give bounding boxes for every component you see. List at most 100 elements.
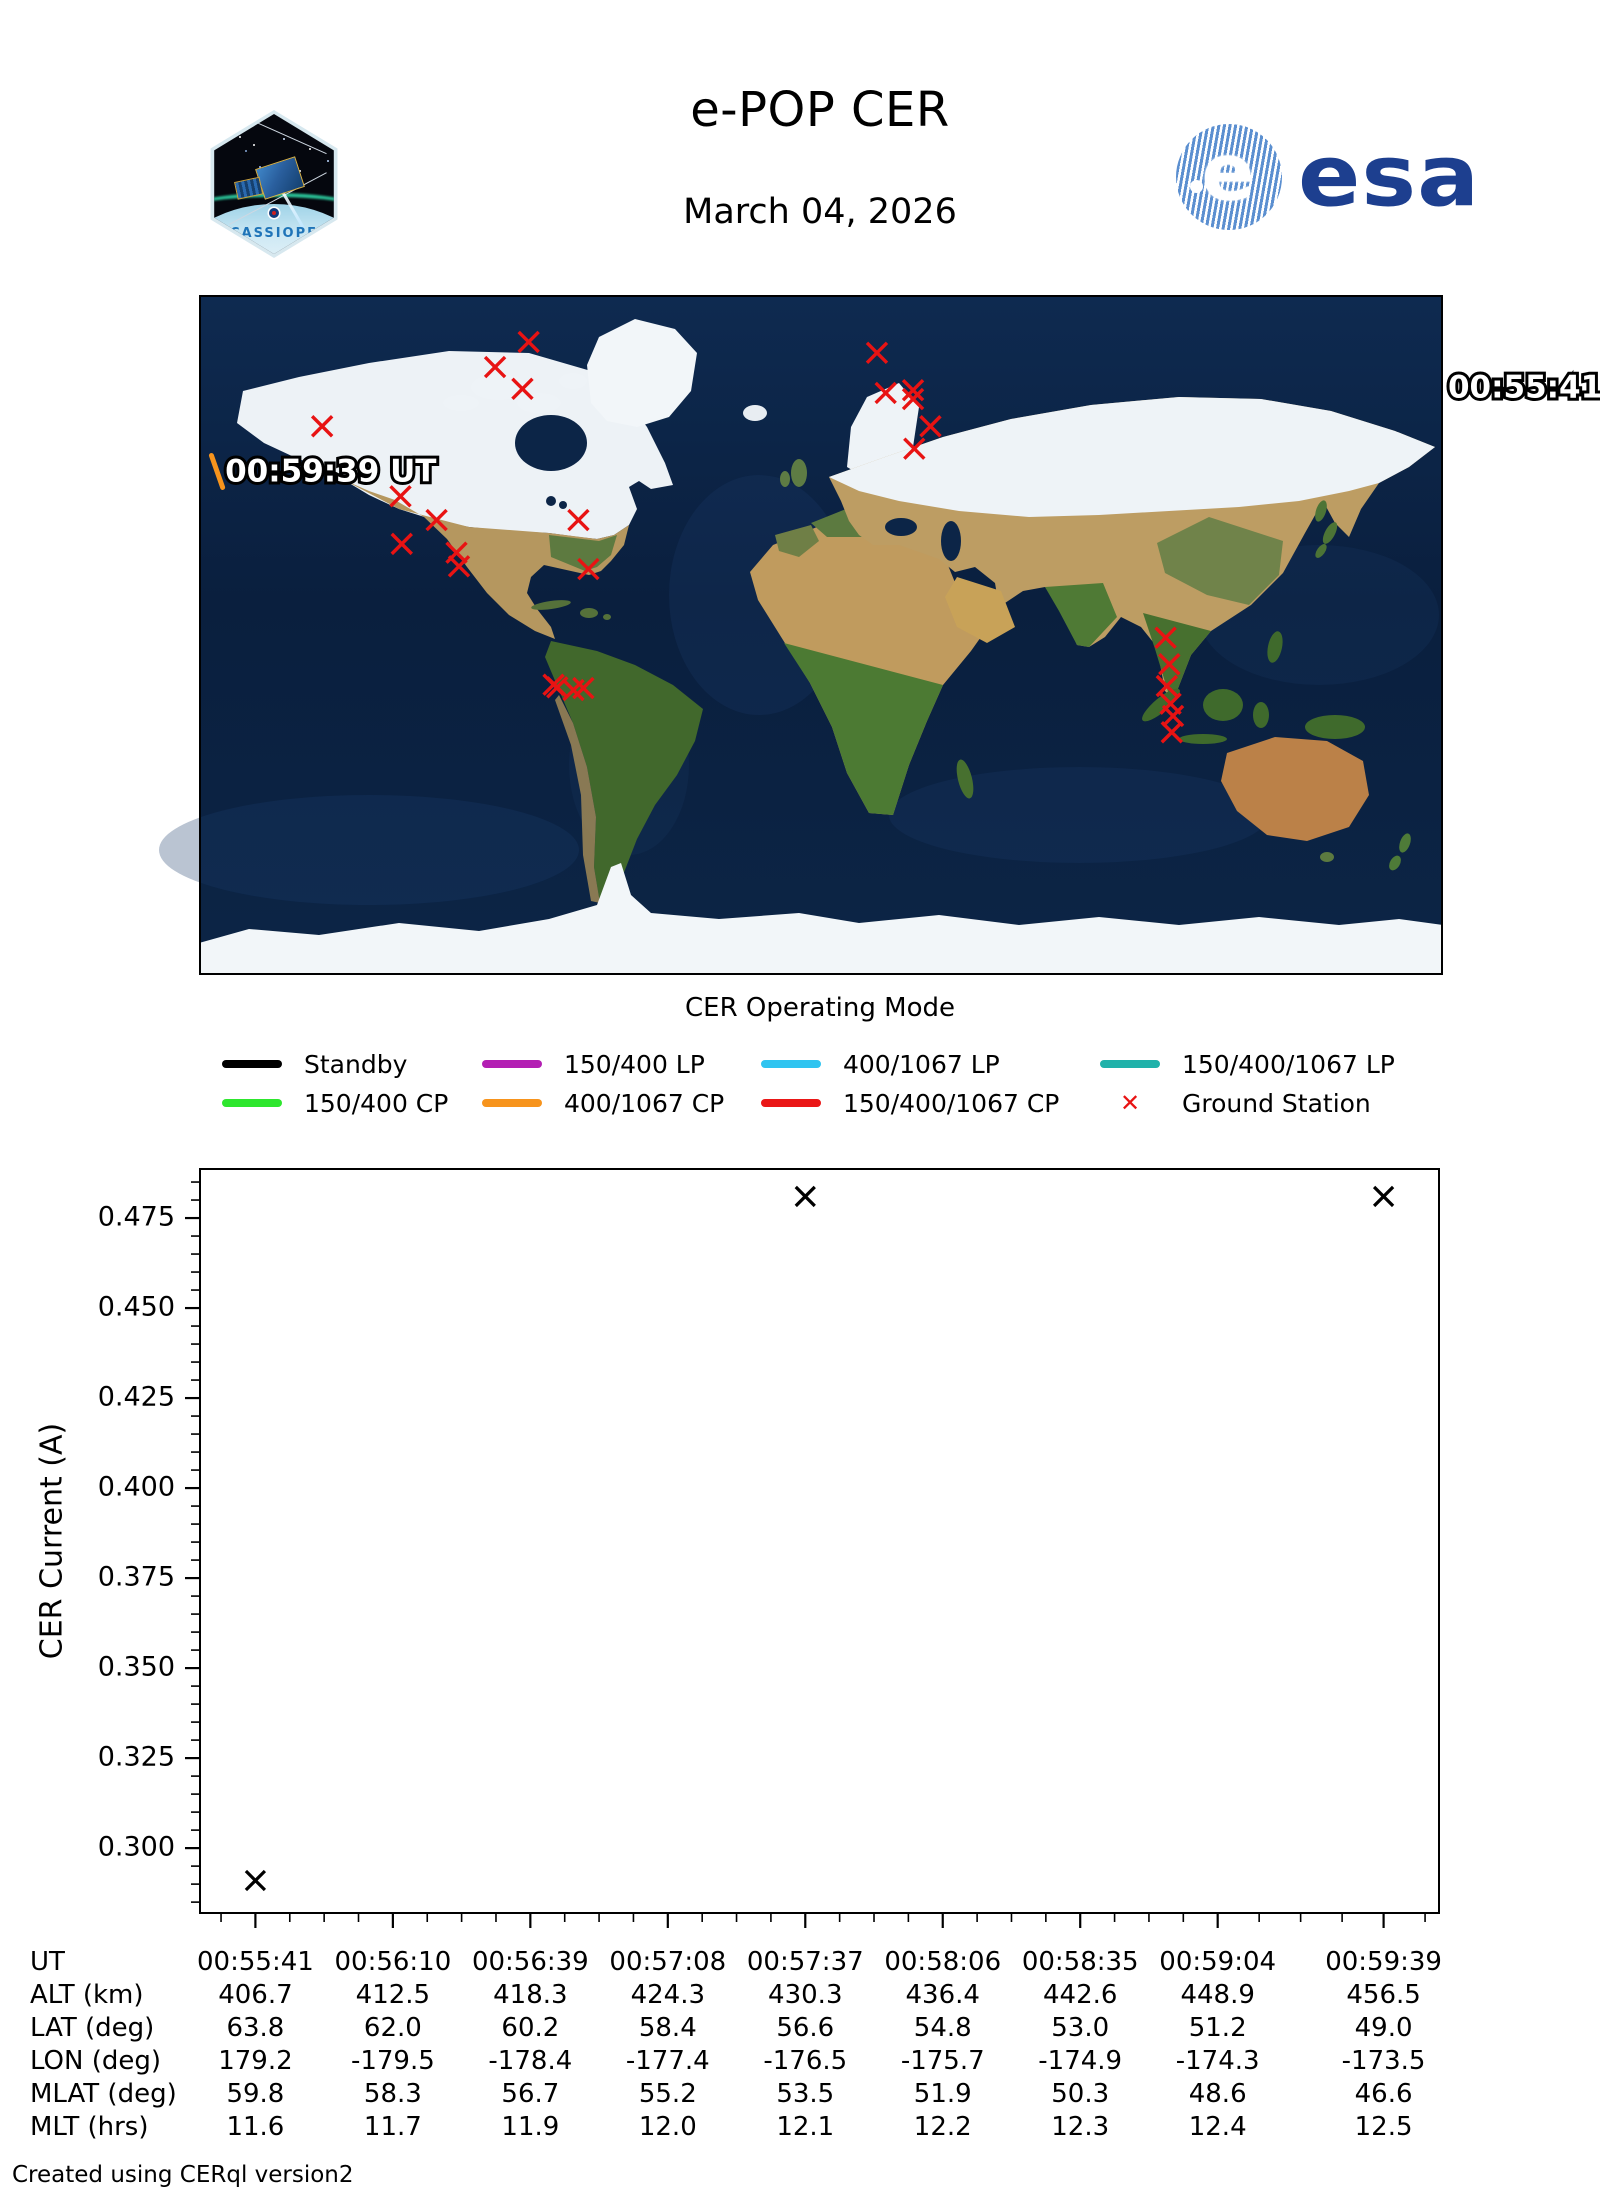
legend-line-swatch: [761, 1060, 821, 1068]
satellite-antenna: [231, 114, 327, 155]
plot-canvas: 0.300 0.325 0.350 0.375 0.400 0.425 0.450 0.475: [98, 1168, 1440, 1928]
table-cell: 12.2: [913, 2112, 972, 2142]
world-map: 00:59:39 UT 00:55:41 UT: [159, 295, 1600, 975]
ground-station-x-icon: [425, 508, 448, 532]
table-cell: 00:57:08: [609, 1947, 727, 1977]
new-zealand: [1389, 833, 1411, 871]
legend-item-label: Ground Station: [1182, 1088, 1371, 1118]
map-border: [199, 295, 1443, 975]
footer-credit: Created using CERql version2: [12, 2162, 354, 2188]
table-cell: 11.6: [226, 2112, 285, 2142]
usa-mexico: [344, 480, 629, 639]
cer-current-point: [244, 1869, 267, 1892]
ground-station-x-icon: [901, 378, 925, 402]
antarctica: [199, 863, 1443, 975]
table-cell: 55.2: [638, 2079, 697, 2109]
legend-line-swatch: [482, 1060, 542, 1068]
table-cell: -175.7: [900, 2046, 985, 2076]
table-cell: 46.6: [1354, 2079, 1413, 2109]
ground-station-x-icon: [447, 555, 471, 578]
ground-station-x-icon: [903, 437, 926, 460]
table-cell: 56.7: [501, 2079, 560, 2109]
table-cell: 12.4: [1188, 2112, 1247, 2142]
table-cell: 12.1: [776, 2112, 835, 2142]
ground-station-x-icon: [919, 415, 942, 438]
table-cell: 54.8: [913, 2013, 972, 2043]
table-cell: 51.2: [1188, 2013, 1247, 2043]
table-cell: 00:59:04: [1159, 1947, 1277, 1977]
esa-logo: e esa: [1176, 124, 1480, 230]
ground-station-x-icon: [1160, 721, 1184, 744]
australia: [1221, 737, 1369, 841]
table-cell: 11.7: [363, 2112, 422, 2142]
table-cell: 00:57:37: [746, 1947, 864, 1977]
world-map-panel: 00:59:39 UT 00:55:41 UT: [159, 295, 1600, 975]
table-cell: -176.5: [763, 2046, 848, 2076]
y-tick-label: 0.375: [98, 1562, 175, 1593]
table-cell: 11.9: [501, 2112, 560, 2142]
india: [1045, 583, 1117, 647]
table-cell: 424.3: [630, 1980, 706, 2010]
legend-title: CER Operating Mode: [684, 993, 955, 1023]
esa-wordmark: esa: [1298, 126, 1481, 226]
y-tick-label: 0.300: [98, 1832, 175, 1863]
patch-border: CASSIOPE: [210, 110, 338, 258]
table-cell: 00:58:35: [1021, 1947, 1139, 1977]
continents: [199, 319, 1443, 975]
legend-item-label: 400/1067 CP: [564, 1088, 725, 1118]
table-cell: -174.9: [1038, 2046, 1123, 2076]
legend-item-label: 400/1067 LP: [843, 1049, 1000, 1079]
table-cell: 179.2: [218, 2046, 293, 2076]
patch-artwork: CASSIOPE: [214, 114, 334, 254]
y-tick-label: 0.400: [98, 1472, 175, 1503]
table-cell: 59.8: [226, 2079, 285, 2109]
legend-x-marker-icon: ✕: [1119, 1089, 1141, 1117]
table-cell: 00:55:41: [197, 1947, 314, 1977]
ground-station-x-icon: [567, 508, 590, 532]
table-cell: -177.4: [625, 2046, 710, 2076]
ground-station-x-icon: [865, 341, 889, 365]
table-cell: 56.6: [776, 2013, 835, 2043]
china: [1157, 517, 1283, 605]
ground-station-x-icon: [572, 676, 595, 700]
orbit-time-annotation: 00:55:41 UT: [1448, 369, 1600, 405]
maritime-se-asia: [1142, 631, 1365, 744]
caribbean-islands: [531, 600, 611, 620]
legend-item: 150/400 CP: [222, 1088, 448, 1118]
table-cell: 00:59:39: [1325, 1947, 1442, 1977]
ground-station-x-icon: [310, 415, 334, 438]
table-cell: 00:58:06: [884, 1947, 1002, 1977]
legend-item: 150/400/1067 CP: [761, 1088, 1059, 1118]
y-tick-label: 0.350: [98, 1652, 175, 1683]
caspian-sea: [941, 521, 961, 561]
cer-current-point: [1372, 1185, 1395, 1208]
britain: [791, 459, 807, 487]
us-southeast: [549, 535, 617, 571]
table-cell: 60.2: [501, 2013, 560, 2043]
esa-globe-letter: e: [1201, 128, 1255, 219]
table-row-label: LON (deg): [30, 2046, 162, 2076]
ground-station-x-icon: [901, 387, 925, 411]
legend-item-label: Standby: [304, 1049, 408, 1079]
table-cell: -173.5: [1341, 2046, 1426, 2076]
table-cell: 436.4: [905, 1980, 980, 2010]
ground-station-x-icon: [511, 377, 534, 401]
table-cell: 12.0: [638, 2112, 697, 2142]
table-cell: 12.5: [1354, 2112, 1413, 2142]
cer-current-plot: 0.300 0.325 0.350 0.375 0.400 0.425 0.450 0.475: [98, 1168, 1440, 1928]
legend-item-label: 150/400 CP: [304, 1088, 449, 1118]
japan: [1315, 500, 1338, 558]
table-cell: -178.4: [488, 2046, 573, 2076]
legend-line-swatch: [222, 1099, 282, 1107]
page-date: March 04, 2026: [683, 192, 957, 232]
legend-item-label: 150/400/1067 LP: [1182, 1049, 1395, 1079]
table-cell: 50.3: [1051, 2079, 1110, 2109]
legend-line-swatch: [761, 1099, 821, 1107]
ground-station-x-icon: [874, 381, 897, 405]
table-cell: 00:56:10: [334, 1947, 452, 1977]
table-cell: 63.8: [226, 2013, 285, 2043]
table-cell: 406.7: [218, 1980, 293, 2010]
iceland: [743, 405, 767, 421]
y-tick-label: 0.325: [98, 1742, 175, 1773]
table-cell: 48.6: [1188, 2079, 1247, 2109]
